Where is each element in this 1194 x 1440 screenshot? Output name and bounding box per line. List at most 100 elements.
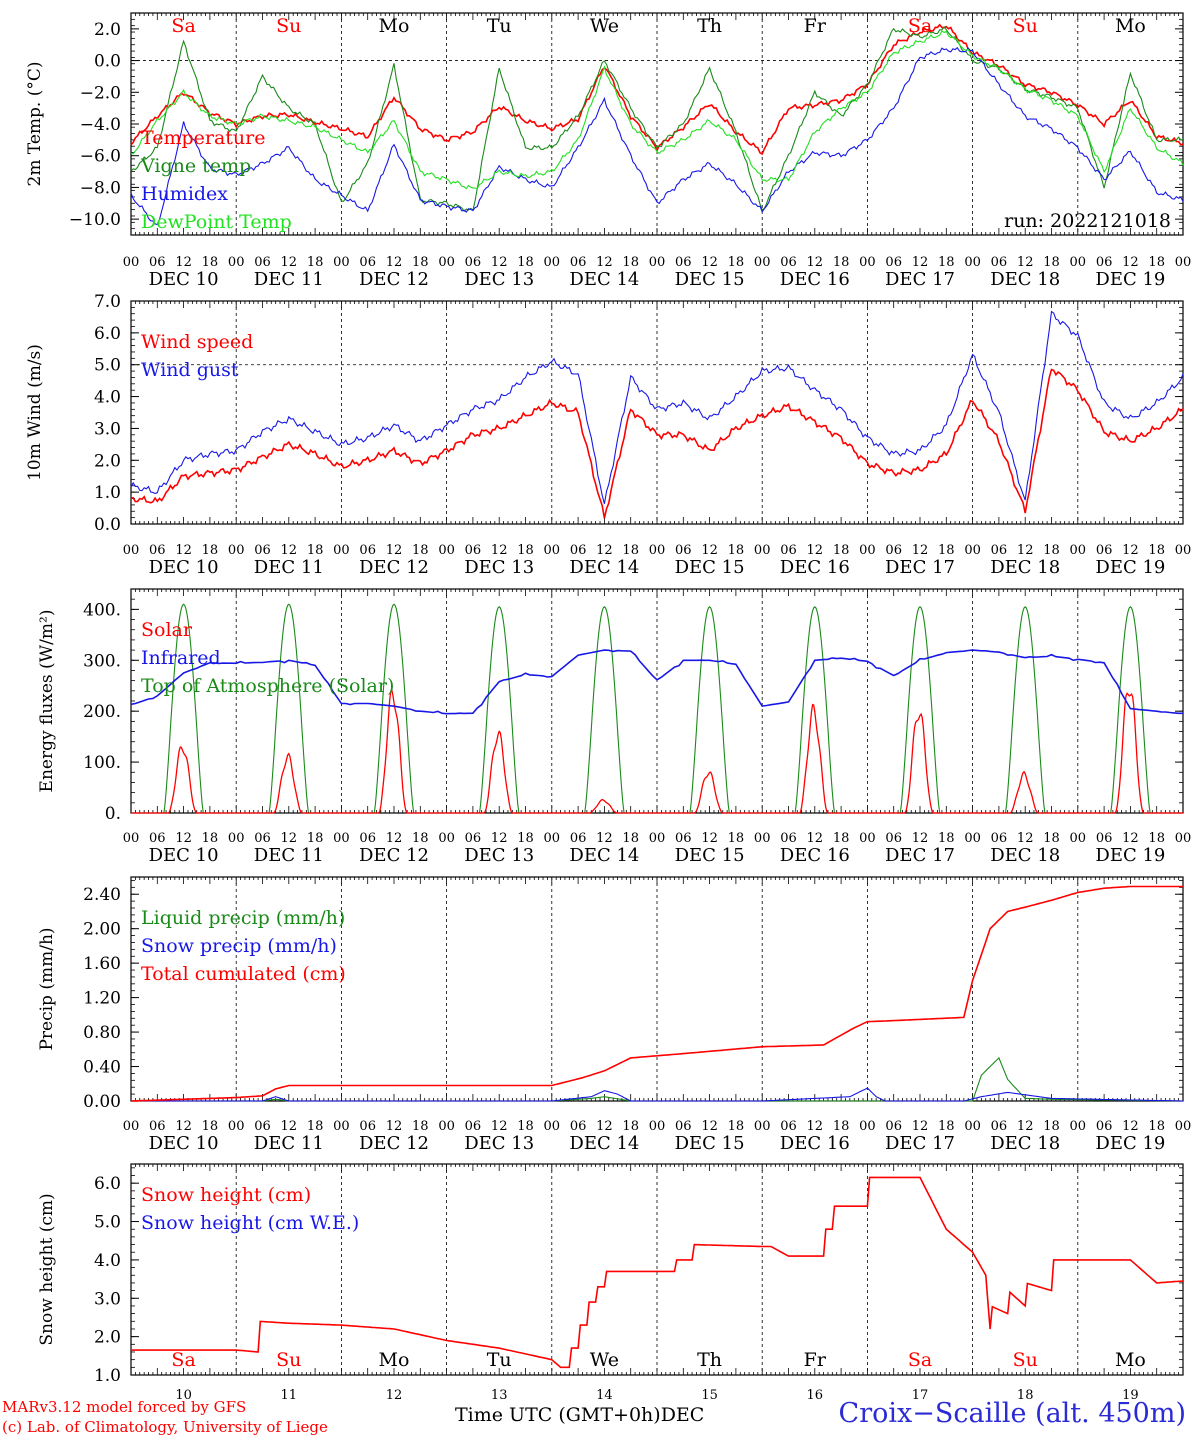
hour-tick-label: 12 bbox=[386, 831, 403, 846]
hour-tick-label: 06 bbox=[149, 1119, 166, 1134]
legend-top-of-atmosphere-solar-: Top of Atmosphere (Solar) bbox=[141, 675, 394, 697]
weekday-label: We bbox=[590, 15, 619, 37]
series-solar bbox=[446, 730, 552, 814]
y-tick-label: 0. bbox=[105, 804, 121, 824]
panel-energy: 400. 300. 200. 100. 0. Energy fluxes (W/m²) 00… bbox=[37, 588, 1192, 866]
y-tick-label: −8.0 bbox=[80, 178, 121, 198]
date-label: DEC 13 bbox=[464, 845, 534, 866]
date-label: DEC 16 bbox=[780, 845, 850, 866]
hour-tick-label: 12 bbox=[596, 543, 613, 558]
legend-wind-gust: Wind gust bbox=[141, 359, 239, 381]
hour-tick-label: 06 bbox=[675, 831, 692, 846]
hour-tick-label: 18 bbox=[938, 543, 955, 558]
weekday-label: Fr bbox=[804, 1349, 827, 1371]
weekday-label: Mo bbox=[379, 1349, 410, 1371]
y-axis-label: 2m Temp. (°C) bbox=[25, 61, 45, 186]
date-label: DEC 11 bbox=[254, 845, 324, 866]
date-label: DEC 17 bbox=[885, 269, 955, 290]
hour-tick-label: 00 bbox=[228, 831, 245, 846]
series-toa-solar bbox=[446, 606, 552, 814]
lab-credit: (c) Lab. of Climatology, University of L… bbox=[2, 1418, 328, 1436]
hour-tick-label: 06 bbox=[149, 543, 166, 558]
date-label: DEC 11 bbox=[254, 269, 324, 290]
series-toa-solar bbox=[867, 606, 973, 814]
series-solar bbox=[972, 770, 1078, 814]
hour-tick-label: 18 bbox=[622, 543, 639, 558]
hour-tick-label: 06 bbox=[885, 1119, 902, 1134]
day-number: 15 bbox=[701, 1388, 718, 1403]
hour-tick-label: 12 bbox=[386, 255, 403, 270]
hour-tick-label: 00 bbox=[333, 255, 350, 270]
weekday-label: We bbox=[590, 1349, 619, 1371]
legend-total-cumulated-cm-: Total cumulated (cm) bbox=[141, 963, 346, 985]
hour-tick-label: 06 bbox=[465, 831, 482, 846]
weekday-label: Mo bbox=[1115, 15, 1146, 37]
date-label: DEC 13 bbox=[464, 1133, 534, 1154]
date-label: DEC 15 bbox=[675, 269, 745, 290]
y-tick-label: 7.0 bbox=[94, 292, 121, 312]
series-snow-height-cm- bbox=[131, 1176, 1184, 1369]
hour-tick-label: 00 bbox=[754, 255, 771, 270]
y-tick-label: 2.0 bbox=[94, 451, 121, 471]
hour-tick-label: 18 bbox=[833, 1119, 850, 1134]
weekday-label: Su bbox=[276, 1349, 301, 1371]
series-toa-solar bbox=[551, 606, 657, 814]
hour-tick-label: 06 bbox=[254, 831, 271, 846]
hour-tick-label: 18 bbox=[202, 1119, 219, 1134]
day-number: 11 bbox=[281, 1388, 298, 1403]
weekday-label: Su bbox=[1013, 1349, 1038, 1371]
hour-tick-label: 00 bbox=[1175, 831, 1192, 846]
day-number: 12 bbox=[386, 1388, 403, 1403]
date-label: DEC 17 bbox=[885, 845, 955, 866]
panel-temperature: 2.0 0.0 −2.0 −4.0 −6.0 −8.0 −10.0 2m Temp. (°C)… bbox=[25, 12, 1191, 290]
panel-wind: 7.0 6.0 5.0 4.0 3.0 2.0 1.0 0.0 10m Wind (m/s) 00… bbox=[25, 292, 1191, 578]
hour-tick-label: 12 bbox=[175, 543, 192, 558]
hour-tick-label: 18 bbox=[622, 831, 639, 846]
y-tick-label: 1.0 bbox=[94, 483, 121, 503]
hour-tick-label: 06 bbox=[254, 255, 271, 270]
series-solar bbox=[341, 688, 447, 814]
hour-tick-label: 18 bbox=[307, 831, 324, 846]
date-label: DEC 10 bbox=[149, 557, 219, 578]
hour-tick-label: 06 bbox=[1096, 831, 1113, 846]
day-number: 19 bbox=[1122, 1388, 1139, 1403]
hour-tick-label: 06 bbox=[675, 255, 692, 270]
y-tick-label: 0.00 bbox=[83, 1092, 121, 1112]
hour-tick-label: 12 bbox=[912, 831, 929, 846]
hour-tick-label: 00 bbox=[859, 831, 876, 846]
hour-tick-label: 06 bbox=[149, 831, 166, 846]
x-axis-label: Time UTC (GMT+0h) bbox=[455, 1404, 661, 1426]
hour-tick-label: 00 bbox=[544, 543, 561, 558]
hour-tick-label: 06 bbox=[991, 543, 1008, 558]
date-label: DEC 18 bbox=[990, 1133, 1060, 1154]
weekday-label: Su bbox=[1013, 15, 1038, 37]
hour-tick-label: 00 bbox=[964, 255, 981, 270]
model-credit: MARv3.12 model forced by GFS bbox=[2, 1398, 247, 1416]
y-axis-label: Snow height (cm) bbox=[37, 1193, 57, 1345]
hour-tick-label: 12 bbox=[701, 543, 718, 558]
hour-tick-label: 12 bbox=[807, 1119, 824, 1134]
weekday-label: Th bbox=[697, 15, 722, 37]
weekday-label: Th bbox=[697, 1349, 722, 1371]
hour-tick-label: 12 bbox=[701, 831, 718, 846]
hour-tick-label: 18 bbox=[517, 543, 534, 558]
y-tick-label: 0.80 bbox=[83, 1023, 121, 1043]
date-label: DEC 18 bbox=[990, 557, 1060, 578]
date-label: DEC 16 bbox=[780, 557, 850, 578]
hour-tick-label: 12 bbox=[596, 255, 613, 270]
hour-tick-label: 12 bbox=[491, 543, 508, 558]
hour-tick-label: 18 bbox=[202, 255, 219, 270]
series-wind-speed bbox=[130, 368, 1184, 519]
hour-tick-label: 18 bbox=[517, 255, 534, 270]
series-wind-gust bbox=[130, 310, 1184, 504]
day-number: 16 bbox=[807, 1388, 824, 1403]
hour-tick-label: 06 bbox=[149, 255, 166, 270]
y-tick-label: 4.0 bbox=[94, 1251, 121, 1271]
date-label: DEC 10 bbox=[149, 1133, 219, 1154]
hour-tick-label: 06 bbox=[991, 255, 1008, 270]
month-label: DEC bbox=[660, 1404, 705, 1426]
day-number: 10 bbox=[175, 1388, 192, 1403]
hour-tick-label: 00 bbox=[1070, 543, 1087, 558]
series-toa-solar bbox=[657, 606, 763, 814]
